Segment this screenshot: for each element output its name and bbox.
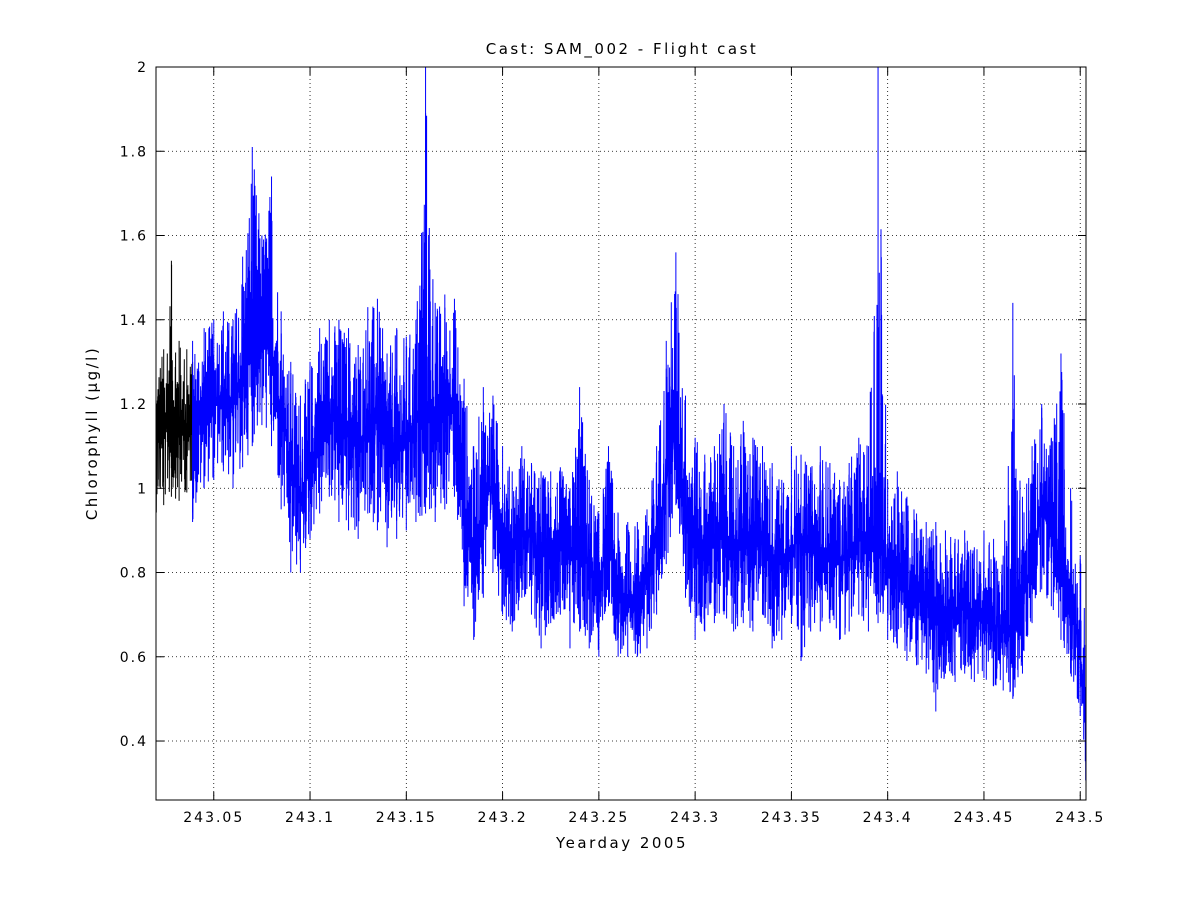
- x-tick-label: 243.2: [478, 810, 528, 826]
- y-tick-label: 1: [137, 481, 148, 497]
- y-tick-label: 1.6: [120, 229, 148, 245]
- x-tick-label: 243.1: [285, 810, 335, 826]
- axis-ticks: [156, 66, 1086, 800]
- series-1: [192, 67, 1087, 792]
- y-tick-label: 0.6: [120, 650, 148, 666]
- y-tick-labels: 0.4 0.6 0.8 1 1.2 1.4 1.6 1.8 2: [120, 60, 148, 750]
- y-tick-label: 1.4: [120, 313, 148, 329]
- plot-frame: [155, 66, 1087, 801]
- y-tick-label: 0.8: [120, 566, 148, 582]
- x-tick-label: 243.35: [761, 810, 822, 826]
- y-tick-label: 1.2: [120, 397, 148, 413]
- y-tick-label: 2: [137, 60, 148, 76]
- series-line: [192, 113, 1087, 781]
- y-tick-label: 0.4: [120, 734, 148, 750]
- y-axis-label: Chlorophyll (µg/l): [83, 346, 101, 520]
- y-tick-label: 1.8: [120, 144, 148, 160]
- x-tick-labels: 243.05 243.1 243.15 243.2 243.25 243.3 243.35 2…: [183, 810, 1105, 826]
- x-tick-label: 243.45: [953, 810, 1014, 826]
- series-layer: [155, 67, 1087, 792]
- x-tick-label: 243.25: [568, 810, 629, 826]
- x-tick-label: 243.05: [183, 810, 244, 826]
- x-tick-label: 243.4: [863, 810, 913, 826]
- x-axis-label: Yearday 2005: [555, 834, 688, 852]
- chart-title: Cast: SAM_002 - Flight cast: [486, 40, 759, 59]
- x-tick-label: 243.3: [670, 810, 720, 826]
- x-tick-label: 243.5: [1055, 810, 1105, 826]
- x-tick-label: 243.15: [376, 810, 437, 826]
